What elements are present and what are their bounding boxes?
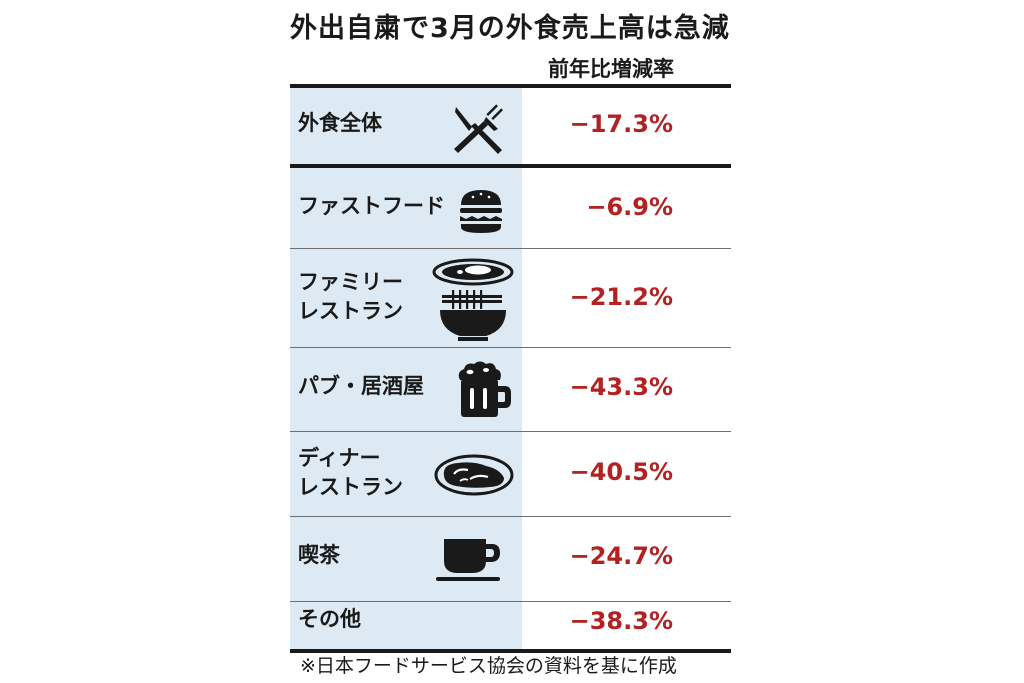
row-label-line: 外食全体 bbox=[298, 111, 382, 135]
row-label: 喫茶 bbox=[298, 541, 340, 570]
source-note: ※日本フードサービス協会の資料を基に作成 bbox=[300, 655, 677, 677]
row-divider bbox=[290, 248, 731, 249]
row-label: ファストフード bbox=[298, 192, 445, 221]
table-row: ディナー レストラン −40.5% bbox=[290, 432, 731, 516]
row-value: −40.5% bbox=[569, 458, 673, 486]
row-label-line: ディナー bbox=[298, 446, 381, 470]
summary-divider-rule bbox=[290, 164, 731, 168]
beer-mug-icon bbox=[458, 361, 511, 417]
row-divider bbox=[290, 431, 731, 432]
row-label-line: ファストフード bbox=[298, 194, 445, 218]
row-label: 外食全体 bbox=[298, 109, 382, 138]
row-label: ファミリー レストラン bbox=[298, 268, 403, 326]
table-row: 喫茶 −24.7% bbox=[290, 517, 731, 601]
table-row: 外食全体 −17.3% bbox=[290, 88, 731, 164]
row-divider bbox=[290, 601, 731, 602]
row-label: パブ・居酒屋 bbox=[298, 372, 424, 401]
curry-plate-noodle-bowl-icon bbox=[432, 258, 514, 341]
table-bottom-rule bbox=[290, 649, 731, 653]
row-label-line: レストラン bbox=[298, 475, 403, 499]
row-value: −38.3% bbox=[569, 607, 673, 635]
fork-knife-icon bbox=[454, 104, 504, 154]
coffee-cup-icon bbox=[436, 539, 500, 581]
column-header: 前年比増減率 bbox=[548, 57, 674, 81]
row-divider bbox=[290, 347, 731, 348]
table-row: パブ・居酒屋 −43.3% bbox=[290, 348, 731, 431]
row-value: −6.9% bbox=[586, 193, 673, 221]
row-divider bbox=[290, 516, 731, 517]
row-label: ディナー レストラン bbox=[298, 444, 403, 502]
row-value: −43.3% bbox=[569, 373, 673, 401]
row-label-line: その他 bbox=[298, 607, 361, 631]
row-value: −24.7% bbox=[569, 542, 673, 570]
table-row: その他 −38.3% bbox=[290, 602, 731, 649]
row-label-line: レストラン bbox=[298, 299, 403, 323]
table-row: ファミリー レストラン −21.2% bbox=[290, 249, 731, 347]
row-label: その他 bbox=[298, 605, 361, 634]
table-top-rule bbox=[290, 84, 731, 88]
row-value: −21.2% bbox=[569, 283, 673, 311]
row-label-line: 喫茶 bbox=[298, 543, 340, 567]
burger-icon bbox=[460, 190, 502, 233]
row-value: −17.3% bbox=[569, 110, 673, 138]
table-row: ファストフード −6.9% bbox=[290, 168, 731, 248]
row-label-line: パブ・居酒屋 bbox=[298, 374, 424, 398]
steak-plate-icon bbox=[434, 454, 514, 496]
row-label-line: ファミリー bbox=[298, 270, 403, 294]
chart-title: 外出自粛で3月の外食売上高は急減 bbox=[290, 13, 730, 44]
